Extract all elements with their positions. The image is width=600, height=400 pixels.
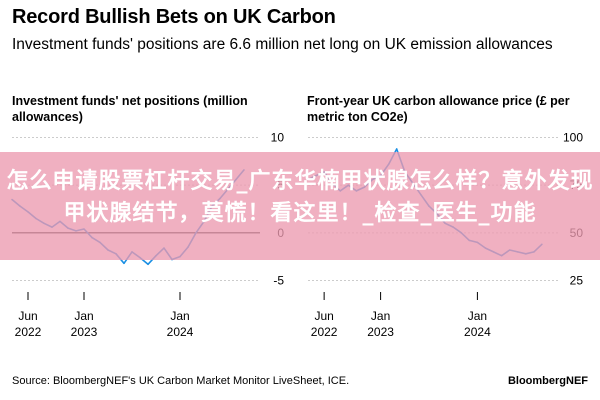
- chart-title-net-positions: Investment funds' net positions (million…: [12, 94, 248, 124]
- x-tick-label-year: 2024: [464, 325, 491, 339]
- x-tick-label-month: Jan: [371, 309, 390, 323]
- x-tick-label-year: 2022: [15, 325, 42, 339]
- y-tick-label: -5: [273, 273, 284, 287]
- chart-title-carbon-price: Front-year UK carbon allowance price (£ …: [307, 94, 570, 124]
- x-tick-label-year: 2024: [167, 325, 194, 339]
- brand-logo: BloombergNEF: [507, 375, 588, 387]
- x-tick-label-year: 2023: [367, 325, 394, 339]
- y-tick-label: 25: [570, 273, 584, 287]
- y-tick-label: 10: [271, 131, 285, 145]
- y-tick-label: 100: [563, 131, 583, 145]
- x-tick-label-month: Jan: [74, 309, 93, 323]
- data-point: [147, 263, 149, 266]
- x-tick-label-month: Jan: [468, 309, 487, 323]
- overlay-banner-text: 怎么申请股票杠杆交易_广东华楠甲状腺怎么样？意外发现甲状腺结节，莫慌！看这里！_…: [6, 169, 594, 226]
- x-tick-label-year: 2022: [311, 325, 338, 339]
- page-title: Record Bullish Bets on UK Carbon: [12, 6, 336, 28]
- page-subtitle: Investment funds' positions are 6.6 mill…: [12, 36, 553, 53]
- x-tick-label-month: Jun: [314, 309, 333, 323]
- x-tick-label-month: Jan: [170, 309, 189, 323]
- x-tick-label-year: 2023: [71, 325, 98, 339]
- overlay-banner: [0, 152, 600, 260]
- source-note: Source: BloombergNEF's UK Carbon Market …: [12, 375, 350, 387]
- data-point: [395, 148, 398, 150]
- data-point: [123, 262, 125, 265]
- x-tick-label-month: Jun: [18, 309, 37, 323]
